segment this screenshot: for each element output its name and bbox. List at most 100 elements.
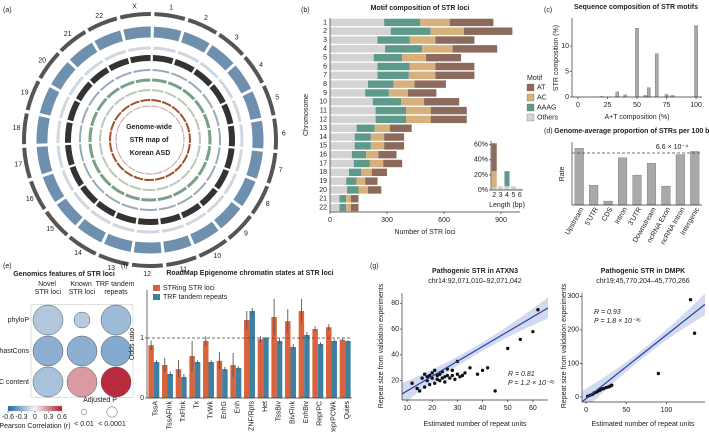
y-tick-label: 0% (478, 187, 488, 194)
x-tick-label: Het (262, 401, 269, 412)
track-segment (88, 143, 95, 159)
track-segment (194, 99, 205, 114)
y-tick-label: 19 (319, 178, 327, 185)
track-segment (218, 127, 221, 146)
color-bar (7, 405, 63, 412)
track-segment (115, 142, 119, 151)
track-segment (68, 75, 85, 96)
point (417, 389, 422, 393)
bar-segment (384, 142, 405, 150)
y-tick-label: 10 (319, 99, 327, 106)
bar-segment (377, 36, 410, 44)
track-segment (65, 122, 73, 143)
bar (694, 25, 698, 98)
track-segment (199, 187, 218, 207)
track-segment (88, 127, 93, 143)
bar (574, 148, 584, 206)
track-segment (152, 69, 170, 74)
point (688, 298, 693, 302)
annotation: P = 1.2 × 10⁻¹⁵ (508, 380, 555, 387)
chart-subtitle: chr14:92,071,010–92,071,042 (428, 278, 522, 285)
text-line: Known (70, 281, 93, 288)
x-tick-label: 0 (576, 102, 580, 109)
track-segment (104, 193, 121, 205)
x-tick-label: Enh (235, 401, 242, 414)
x-tick-label: ReprPCWk (330, 401, 337, 432)
track-segment (59, 96, 70, 119)
point (468, 366, 472, 370)
y-tick-label: 0 (565, 94, 569, 101)
x-tick-label: TssBiv (276, 401, 283, 422)
ideogram (22, 147, 32, 179)
track-segment (79, 144, 85, 162)
x-tick-label: BivFlnk (289, 401, 296, 424)
chromosome-label: 10 (213, 253, 221, 260)
chromosome-label: 3 (235, 35, 239, 42)
bar-segment (384, 18, 421, 27)
track-segment (153, 46, 176, 54)
track-segment (108, 57, 130, 72)
colorbar-tick-label: 0 (33, 414, 37, 421)
bar (690, 151, 700, 206)
bar-segment (330, 203, 340, 212)
track-segment (180, 125, 184, 134)
bar-segment (491, 143, 497, 172)
track-segment (135, 78, 151, 84)
panel-label: (a) (3, 7, 12, 14)
ideogram (187, 18, 218, 35)
bar-segment (406, 106, 431, 115)
track-segment (123, 170, 134, 178)
y-tick-label: 20% (474, 172, 488, 179)
point (536, 308, 540, 312)
track-segment (163, 235, 192, 253)
track-segment (181, 154, 189, 164)
track-segment (42, 173, 65, 203)
track-segment (133, 175, 144, 181)
bar (635, 28, 639, 98)
x-tick-label: TssAFlnk (166, 401, 173, 430)
track-segment (136, 229, 160, 234)
x-tick-label: 100 (690, 102, 702, 109)
bar (664, 94, 669, 98)
colorbar-title: Pearson Correlation (r) (0, 423, 71, 430)
legend-swatch (153, 294, 160, 300)
track-segment (155, 176, 166, 181)
bar-segment (368, 80, 394, 88)
track-segment (186, 175, 199, 188)
x-tick-label: 600 (438, 217, 450, 224)
legend-label: AAAG (537, 104, 556, 111)
point (450, 373, 455, 378)
bar-segment (356, 177, 366, 185)
track-segment (141, 197, 157, 202)
bar-segment (401, 98, 425, 106)
track-segment (185, 212, 207, 227)
track-segment (207, 129, 212, 145)
chromosome-label: 2 (204, 15, 208, 22)
track-segment (242, 91, 262, 120)
point (485, 366, 490, 370)
size-legend-label: < 0.01 (74, 421, 94, 428)
track-segment (157, 194, 173, 201)
y-tick-label: 300 (567, 293, 579, 300)
chromosome-label: 17 (14, 161, 22, 168)
x-tick-label: 50 (622, 407, 630, 414)
text-line: STR loci (35, 289, 62, 296)
bar-segment (356, 124, 375, 132)
y-axis-label: Repeat size from validation experiments (561, 283, 568, 408)
point (425, 375, 429, 379)
row-label: phastCons (0, 348, 29, 355)
y-tick-label: 4 (323, 46, 327, 53)
y-tick-label: 5 (323, 55, 327, 62)
x-tick-label: Quies (344, 401, 351, 420)
bar (153, 362, 160, 398)
track-segment (202, 93, 214, 109)
track-segment (115, 132, 118, 142)
track-segment (142, 188, 156, 191)
ideogram (25, 80, 41, 111)
track-segment (167, 81, 183, 91)
x-tick-label: EnhBiv (303, 401, 310, 424)
track-segment (137, 89, 151, 93)
track-segment (133, 241, 162, 254)
point (475, 372, 480, 376)
bar-segment (378, 150, 397, 159)
